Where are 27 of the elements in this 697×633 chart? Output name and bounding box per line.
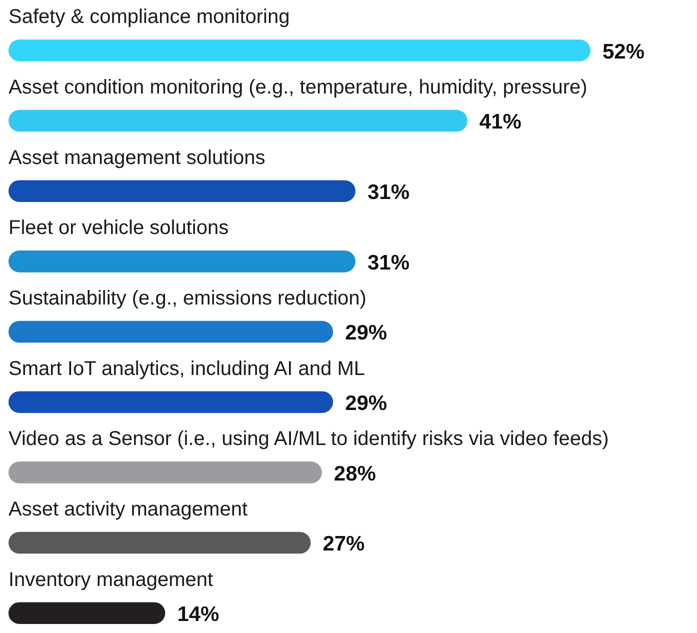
y-tick-label: Safety & compliance monitoring <box>8 6 290 28</box>
data-label: 41% <box>479 110 522 134</box>
y-tick-label: Asset condition monitoring (e.g., temperature, humidity, pressure) <box>8 76 588 98</box>
bar <box>8 250 356 272</box>
y-tick-label: Asset management solutions <box>8 146 266 169</box>
bar <box>8 180 356 202</box>
y-tick-label: Inventory management <box>8 568 214 591</box>
bar <box>8 602 166 624</box>
bar <box>8 532 311 554</box>
data-label: 14% <box>177 603 220 626</box>
y-tick-label: Fleet or vehicle solutions <box>8 217 229 240</box>
data-label: 31% <box>367 181 410 204</box>
y-tick-label: Asset activity management <box>8 498 248 520</box>
data-label: 52% <box>602 40 645 64</box>
bar <box>8 391 334 414</box>
bar <box>8 40 590 62</box>
bar <box>8 462 322 484</box>
bar <box>8 320 334 343</box>
bar <box>8 110 468 132</box>
data-label: 29% <box>345 392 388 416</box>
data-label: 29% <box>345 322 388 345</box>
y-tick-label: Smart IoT analytics, including AI and ML <box>8 358 365 380</box>
y-tick-label: Video as a Sensor (i.e., using AI/ML to identify risks via video feeds) <box>8 428 609 450</box>
data-label: 28% <box>334 462 376 486</box>
y-tick-label: Sustainability (e.g., emissions reduction) <box>8 287 366 310</box>
data-label: 27% <box>322 532 366 556</box>
data-label: 31% <box>367 251 410 274</box>
